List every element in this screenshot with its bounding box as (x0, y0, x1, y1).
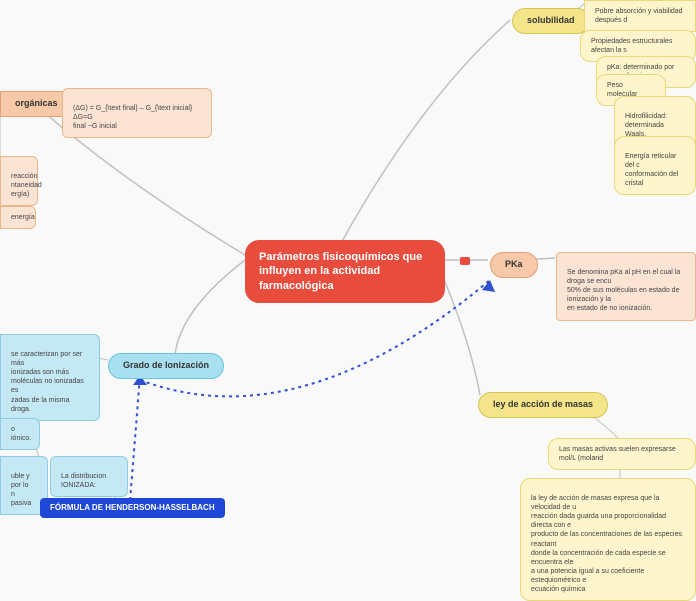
leaf-pka-desc-text: Se denomina pKa al pH en el cual la drog… (567, 269, 680, 312)
node-ionizacion[interactable]: Grado de Ionización (108, 353, 224, 379)
leaf-deltag-text: (ΔG) = G_{\text final} – G_{\text inicia… (73, 105, 192, 130)
leaf-pobre-text: Pobre absorción y viabilidad después d (595, 8, 683, 24)
node-solubilidad[interactable]: solubilidad (512, 8, 590, 34)
connector-dot (460, 257, 470, 265)
leaf-reaccion-text: reacción ntaneidad ergía) (11, 173, 42, 198)
leaf-reaccion: reacción ntaneidad ergía) (0, 156, 38, 206)
organicas-label: orgánicas (15, 98, 58, 108)
ley-masas-label: ley de acción de masas (493, 399, 593, 409)
leaf-propiedades-text: Propiedades estructurales afectan la s (591, 38, 672, 54)
leaf-ion-caract: se caracterizan por ser más ionizadas so… (0, 334, 100, 421)
leaf-masas-exp: Las masas activas suelen expresarse mol/… (548, 438, 696, 470)
node-ley-masas[interactable]: ley de acción de masas (478, 392, 608, 418)
leaf-energia: energía (0, 206, 36, 229)
leaf-masas-exp-text: Las masas activas suelen expresarse mol/… (559, 446, 676, 462)
leaf-pobre: Pobre absorción y viabilidad después d (584, 0, 696, 32)
leaf-energia-ret-text: Energía reticular del c conformación del… (625, 153, 678, 187)
ionizacion-label: Grado de Ionización (123, 360, 209, 370)
leaf-ionico: o iónico. (0, 418, 40, 450)
leaf-ionico-text: o iónico. (11, 426, 31, 442)
central-node[interactable]: Parámetros fisicoquímicos que influyen e… (245, 240, 445, 303)
solubilidad-label: solubilidad (527, 15, 575, 25)
leaf-soluble-text: uble y por lo n pasiva (11, 473, 31, 507)
pka-label: PKa (505, 259, 523, 269)
leaf-henderson: FÓRMULA DE HENDERSON-HASSELBACH (40, 498, 225, 518)
central-title: Parámetros fisicoquímicos que influyen e… (259, 251, 422, 292)
node-pka[interactable]: PKa (490, 252, 538, 278)
leaf-pka-desc: Se denomina pKa al pH en el cual la drog… (556, 252, 696, 321)
leaf-henderson-text: FÓRMULA DE HENDERSON-HASSELBACH (50, 503, 215, 512)
leaf-ion-caract-text: se caracterizan por ser más ionizadas so… (11, 351, 84, 413)
leaf-energia-text: energía (11, 214, 35, 221)
leaf-deltag: (ΔG) = G_{\text final} – G_{\text inicia… (62, 88, 212, 138)
leaf-ley-desc-text: la ley de acción de masas expresa que la… (531, 495, 682, 593)
leaf-distribucion: La distribucion IONIZADA: (50, 456, 128, 497)
leaf-energia-ret: Energía reticular del c conformación del… (614, 136, 696, 195)
leaf-distribucion-text: La distribucion IONIZADA: (61, 473, 106, 489)
leaf-ley-desc: la ley de acción de masas expresa que la… (520, 478, 696, 601)
